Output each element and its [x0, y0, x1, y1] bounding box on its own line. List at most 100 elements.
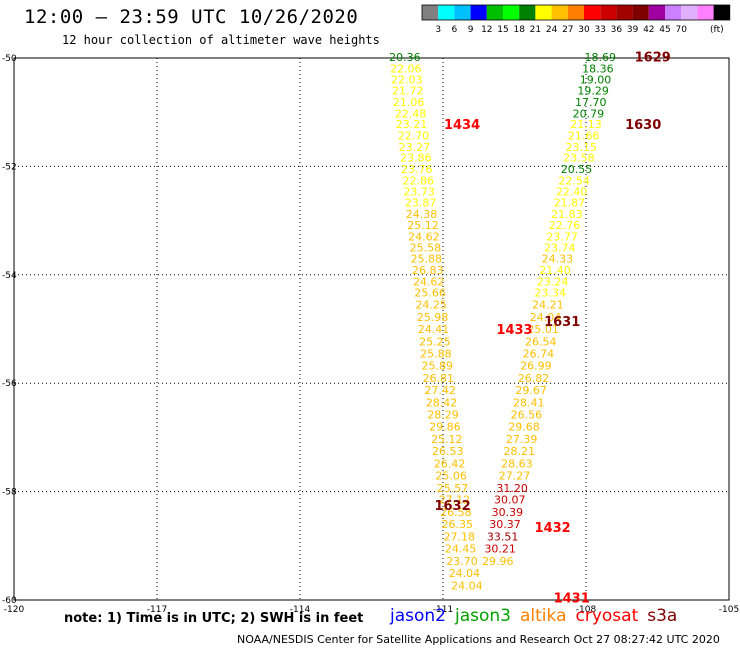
- wave-height-point: 26.99: [520, 359, 552, 372]
- legend-label: 21: [530, 25, 541, 35]
- wave-height-point: 29.67: [515, 384, 547, 397]
- legend-swatch: [681, 5, 698, 20]
- legend-label: 12: [481, 25, 492, 35]
- y-tick-label: -50: [2, 54, 17, 64]
- satellite-legend: jason2 jason3 altika cryosat s3a: [390, 606, 686, 626]
- legend-swatch: [470, 5, 487, 20]
- wave-height-point: 26.74: [523, 347, 555, 360]
- chart-subtitle: 12 hour collection of altimeter wave hei…: [62, 33, 380, 47]
- wave-height-point: 26.35: [442, 518, 474, 531]
- wave-height-point: 24.62: [413, 275, 445, 288]
- wave-height-point: 19.29: [577, 85, 609, 98]
- wave-height-point: 24.04: [530, 311, 562, 324]
- pass-time-label: 1632: [434, 499, 470, 514]
- wave-height-point: 22.40: [556, 185, 588, 198]
- wave-height-point: 29.96: [482, 555, 514, 568]
- wave-height-point: 25.57: [437, 482, 469, 495]
- wave-height-point: 27.39: [506, 433, 538, 446]
- legend-label: 27: [562, 25, 573, 35]
- wave-height-point: 33.51: [487, 531, 519, 544]
- pass-time-label: 1629: [635, 50, 671, 65]
- wave-height-point: 24.04: [449, 567, 481, 580]
- wave-height-point: 23.34: [535, 287, 567, 300]
- y-tick-label: -52: [2, 162, 17, 172]
- legend-label: 15: [497, 25, 508, 35]
- wave-height-point: 23.70: [446, 555, 478, 568]
- wave-height-point: 28.29: [427, 409, 459, 422]
- legend-swatch: [535, 5, 552, 20]
- legend-swatch: [503, 5, 520, 20]
- satellite-name: s3a: [647, 606, 678, 626]
- wave-height-point: 30.37: [489, 518, 521, 531]
- legend-label: 3: [435, 25, 441, 35]
- x-tick-label: -108: [576, 605, 597, 615]
- wave-height-point: 24.38: [406, 208, 438, 221]
- wave-height-point: 23.58: [563, 152, 595, 165]
- legend-swatch: [632, 5, 649, 20]
- legend-label: 30: [578, 25, 590, 35]
- wave-height-point: 26.82: [518, 372, 550, 385]
- wave-height-point: 25.12: [407, 219, 439, 232]
- legend-label: 6: [452, 25, 458, 35]
- wave-height-point: 24.04: [451, 579, 483, 592]
- legend-swatch: [519, 5, 536, 20]
- wave-height-point: 20.79: [573, 107, 605, 120]
- legend-swatch: [665, 5, 682, 20]
- legend-swatch: [616, 5, 633, 20]
- wave-height-point: 25.88: [420, 347, 452, 360]
- legend-swatch: [454, 5, 471, 20]
- wave-height-point: 26.83: [412, 264, 444, 277]
- wave-height-point: 27.42: [424, 384, 456, 397]
- satellite-name: altika: [520, 606, 567, 626]
- wave-height-point: 22.76: [549, 219, 581, 232]
- wave-height-point: 23.15: [565, 141, 597, 154]
- pass-time-label: 1434: [444, 118, 480, 133]
- wave-height-point: 23.21: [396, 118, 428, 131]
- pass-time-label: 1630: [625, 118, 661, 133]
- wave-height-point: 28.63: [501, 457, 533, 470]
- wave-height-point: 28.21: [504, 445, 536, 458]
- wave-height-point: 21.13: [570, 118, 602, 131]
- y-tick-label: -60: [2, 596, 17, 606]
- wave-height-point: 21.83: [551, 208, 583, 221]
- wave-height-point: 24.45: [445, 543, 477, 556]
- wave-height-point: 22.86: [402, 174, 434, 187]
- legend-swatch: [713, 5, 730, 20]
- satellite-name: jason2: [390, 606, 446, 626]
- wave-height-point: 25.12: [431, 433, 463, 446]
- legend-swatch: [697, 5, 714, 20]
- wave-height-point: 25.88: [411, 253, 443, 266]
- wave-height-point: 21.06: [393, 96, 425, 109]
- wave-height-point: 23.87: [405, 197, 437, 210]
- wave-height-point: 23.73: [403, 185, 435, 198]
- legend-swatch: [648, 5, 665, 20]
- chart-title: 12:00 – 23:59 UTC 10/26/2020: [24, 6, 359, 28]
- wave-height-point: 18.69: [585, 51, 617, 64]
- pass-time-label: 1431: [554, 591, 590, 606]
- legend-label: 70: [675, 25, 687, 35]
- footer-note: note: 1) Time is in UTC; 2) SWH is in fe…: [64, 611, 364, 626]
- satellite-name: cryosat: [575, 606, 639, 626]
- legend-label: 45: [659, 25, 670, 35]
- wave-height-point: 20.55: [561, 163, 593, 176]
- wave-height-point: 23.77: [546, 230, 578, 243]
- x-tick-label: -105: [719, 605, 739, 615]
- y-tick-label: -56: [2, 379, 17, 389]
- y-tick-label: -58: [2, 488, 17, 498]
- legend-label: 9: [468, 25, 474, 35]
- legend-label: (ft): [710, 25, 724, 35]
- wave-height-point: 21.66: [568, 130, 600, 143]
- wave-height-point: 26.42: [434, 457, 466, 470]
- wave-height-point: 25.06: [435, 469, 467, 482]
- x-tick-label: -111: [433, 605, 453, 615]
- satellite-name: jason3: [455, 606, 511, 626]
- wave-height-point: 21.72: [392, 85, 424, 98]
- legend-swatch: [422, 5, 439, 20]
- wave-height-point: 24.41: [418, 323, 450, 336]
- wave-height-point: 31.20: [496, 482, 528, 495]
- wave-height-point: 27.18: [443, 531, 475, 544]
- wave-height-point: 22.06: [390, 62, 422, 75]
- wave-height-point: 23.86: [400, 152, 432, 165]
- wave-height-point: 17.70: [575, 96, 607, 109]
- wave-height-point: 30.07: [494, 494, 526, 507]
